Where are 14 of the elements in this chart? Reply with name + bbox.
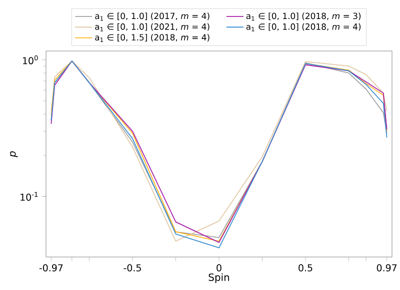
y-tick-label: 10$^{-1}$ bbox=[20, 192, 38, 201]
legend-label: a$_{1}$ ∈ [0, 1.0] (2018, m = 3) bbox=[246, 12, 361, 21]
legend-label: a$_{1}$ ∈ [0, 1.0] (2021, m = 4) bbox=[95, 23, 210, 32]
x-tick-label: -0.5 bbox=[124, 264, 141, 272]
x-tick-label: 0 bbox=[216, 264, 222, 272]
y-tick-label: 10$^{0}$ bbox=[23, 55, 38, 64]
legend-label: a$_{1}$ ∈ [0, 1.0] (2018, m = 4) bbox=[246, 23, 361, 32]
legend-label: a$_{1}$ ∈ [0, 1.0] (2017, m = 4) bbox=[95, 12, 210, 21]
legend-label: a$_{1}$ ∈ [0, 1.5] (2018, m = 4) bbox=[95, 34, 210, 42]
x-axis-title: Spin bbox=[208, 273, 230, 283]
x-tick-label: 0.5 bbox=[298, 264, 312, 272]
x-tick-label: 0.97 bbox=[376, 264, 397, 272]
x-tick-label: -0.97 bbox=[39, 264, 63, 272]
y-axis-title: p bbox=[10, 151, 18, 158]
